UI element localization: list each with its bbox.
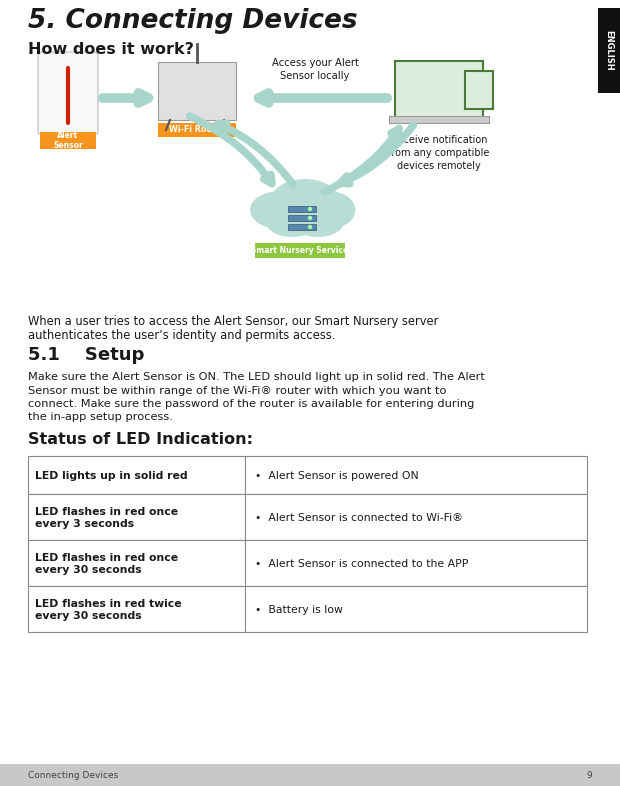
Ellipse shape: [301, 191, 355, 229]
Text: Sensor must be within range of the Wi-Fi® router with which you want to: Sensor must be within range of the Wi-Fi…: [28, 385, 446, 395]
Bar: [465, 71, 493, 109]
Text: authenticates the user’s identity and permits access.: authenticates the user’s identity and pe…: [28, 329, 335, 342]
Bar: [40, 132, 96, 149]
Text: the in-app setup process.: the in-app setup process.: [28, 413, 173, 423]
Bar: [158, 123, 236, 137]
Text: •  Alert Sensor is connected to Wi-Fi®: • Alert Sensor is connected to Wi-Fi®: [255, 513, 463, 523]
Text: Smart Nursery Service: Smart Nursery Service: [251, 246, 348, 255]
Bar: [598, 8, 620, 93]
Bar: [158, 62, 236, 120]
Text: LED flashes in red twice
every 30 seconds: LED flashes in red twice every 30 second…: [35, 599, 182, 622]
Text: How does it work?: How does it work?: [28, 42, 194, 57]
Ellipse shape: [266, 207, 318, 237]
Text: ENGLISH: ENGLISH: [604, 30, 614, 71]
Text: 5.1    Setup: 5.1 Setup: [28, 346, 144, 364]
Text: •  Alert Sensor is powered ON: • Alert Sensor is powered ON: [255, 471, 418, 481]
Text: 9: 9: [587, 770, 592, 780]
Text: •  Battery is low: • Battery is low: [255, 605, 343, 615]
Bar: [288, 224, 316, 230]
Bar: [0, 764, 620, 786]
Text: Status of LED Indication:: Status of LED Indication:: [28, 432, 253, 447]
Text: Connecting Devices: Connecting Devices: [28, 770, 118, 780]
Text: connect. Make sure the password of the router is available for entering during: connect. Make sure the password of the r…: [28, 399, 474, 409]
Text: Receive notification
from any compatible
devices remotely: Receive notification from any compatible…: [388, 135, 490, 171]
Ellipse shape: [271, 179, 339, 221]
Bar: [28, 456, 587, 494]
Text: Wi-Fi Router: Wi-Fi Router: [169, 126, 225, 134]
Text: LED flashes in red once
every 30 seconds: LED flashes in red once every 30 seconds: [35, 553, 178, 575]
Circle shape: [309, 208, 311, 211]
Bar: [395, 61, 483, 119]
Text: Make sure the Alert Sensor is ON. The LED should light up in solid red. The Aler: Make sure the Alert Sensor is ON. The LE…: [28, 372, 485, 382]
Text: •  Alert Sensor is connected to the APP: • Alert Sensor is connected to the APP: [255, 559, 468, 569]
Text: Alert
Sensor: Alert Sensor: [53, 130, 83, 150]
Bar: [288, 215, 316, 221]
Text: 5. Connecting Devices: 5. Connecting Devices: [28, 8, 358, 34]
Text: When a user tries to access the Alert Sensor, our Smart Nursery server: When a user tries to access the Alert Se…: [28, 315, 438, 328]
Bar: [389, 116, 489, 123]
Text: LED flashes in red once
every 3 seconds: LED flashes in red once every 3 seconds: [35, 507, 178, 530]
Bar: [28, 540, 587, 586]
Ellipse shape: [250, 191, 310, 229]
Bar: [28, 586, 587, 632]
Circle shape: [309, 216, 311, 219]
Bar: [28, 494, 587, 540]
Text: LED lights up in solid red: LED lights up in solid red: [35, 471, 188, 481]
Circle shape: [309, 226, 311, 229]
Bar: [255, 243, 345, 258]
Bar: [288, 206, 316, 212]
Ellipse shape: [292, 207, 344, 237]
FancyBboxPatch shape: [38, 52, 98, 135]
Text: Access your Alert
Sensor locally: Access your Alert Sensor locally: [272, 58, 358, 81]
